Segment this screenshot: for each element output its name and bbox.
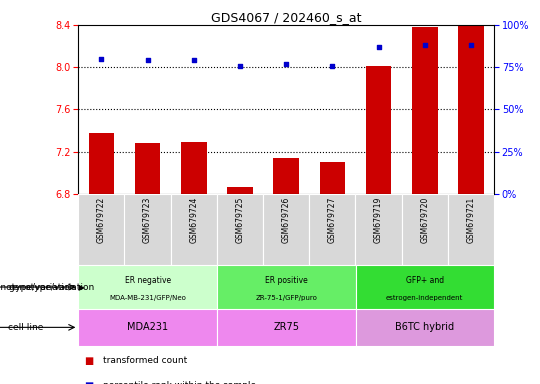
Text: GSM679726: GSM679726 bbox=[282, 197, 291, 243]
Text: GSM679722: GSM679722 bbox=[97, 197, 106, 243]
Bar bbox=[78, 194, 125, 265]
Bar bbox=[355, 265, 494, 309]
Text: GSM679725: GSM679725 bbox=[235, 197, 245, 243]
Bar bbox=[181, 142, 206, 194]
Text: GSM679719: GSM679719 bbox=[374, 197, 383, 243]
Text: GSM679720: GSM679720 bbox=[420, 197, 429, 243]
Text: B6TC hybrid: B6TC hybrid bbox=[395, 322, 454, 333]
Bar bbox=[171, 194, 217, 265]
Bar bbox=[78, 265, 217, 309]
Text: GSM679724: GSM679724 bbox=[190, 197, 198, 243]
Bar bbox=[458, 23, 484, 194]
Point bbox=[190, 57, 198, 63]
Text: MDA-MB-231/GFP/Neo: MDA-MB-231/GFP/Neo bbox=[109, 295, 186, 301]
Text: genotype/variation: genotype/variation bbox=[0, 283, 76, 291]
Text: GSM679727: GSM679727 bbox=[328, 197, 337, 243]
Point bbox=[282, 61, 291, 67]
Bar bbox=[412, 27, 437, 194]
Text: ZR-75-1/GFP/puro: ZR-75-1/GFP/puro bbox=[255, 295, 317, 301]
Bar bbox=[135, 143, 160, 194]
Point bbox=[143, 57, 152, 63]
Text: GFP+ and: GFP+ and bbox=[406, 276, 444, 285]
Text: ER negative: ER negative bbox=[125, 276, 171, 285]
Bar bbox=[89, 132, 114, 194]
Text: ■: ■ bbox=[84, 381, 93, 384]
Bar bbox=[227, 187, 253, 194]
Text: genotype/variation: genotype/variation bbox=[8, 283, 94, 291]
Bar bbox=[448, 194, 494, 265]
Bar bbox=[355, 309, 494, 346]
Bar bbox=[273, 158, 299, 194]
Bar bbox=[320, 162, 345, 194]
Text: MDA231: MDA231 bbox=[127, 322, 168, 333]
Text: ▶: ▶ bbox=[76, 283, 85, 291]
Point bbox=[421, 42, 429, 48]
Title: GDS4067 / 202460_s_at: GDS4067 / 202460_s_at bbox=[211, 11, 361, 24]
Bar bbox=[355, 194, 402, 265]
Bar bbox=[366, 66, 391, 194]
Bar bbox=[309, 194, 355, 265]
Text: GSM679723: GSM679723 bbox=[143, 197, 152, 243]
Text: ■: ■ bbox=[84, 356, 93, 366]
Point bbox=[328, 63, 337, 69]
Text: estrogen-independent: estrogen-independent bbox=[386, 295, 463, 301]
Bar bbox=[217, 309, 355, 346]
Point bbox=[235, 63, 244, 69]
Bar bbox=[217, 265, 355, 309]
Point bbox=[374, 44, 383, 50]
Text: ZR75: ZR75 bbox=[273, 322, 299, 333]
Text: cell line: cell line bbox=[8, 323, 44, 332]
Text: percentile rank within the sample: percentile rank within the sample bbox=[103, 381, 256, 384]
Bar bbox=[263, 194, 309, 265]
Point bbox=[467, 42, 475, 48]
Bar bbox=[217, 194, 263, 265]
Text: transformed count: transformed count bbox=[103, 356, 187, 366]
Bar bbox=[402, 194, 448, 265]
Text: ER positive: ER positive bbox=[265, 276, 308, 285]
Text: GSM679721: GSM679721 bbox=[467, 197, 476, 243]
Point bbox=[97, 56, 106, 62]
Bar bbox=[125, 194, 171, 265]
Bar bbox=[78, 309, 217, 346]
